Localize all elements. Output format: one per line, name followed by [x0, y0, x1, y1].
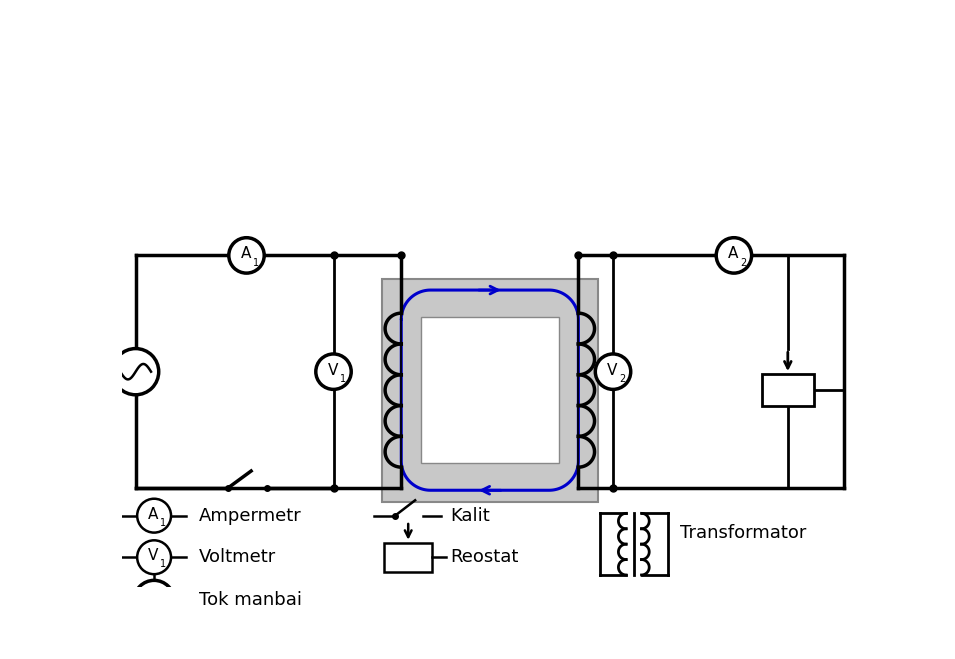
Text: 2: 2 — [740, 258, 746, 268]
Text: 1: 1 — [159, 559, 166, 569]
Circle shape — [595, 354, 630, 389]
Circle shape — [316, 354, 351, 389]
Text: A: A — [728, 246, 738, 262]
Bar — [384, 542, 432, 572]
Text: 1: 1 — [159, 518, 166, 528]
Circle shape — [716, 238, 752, 273]
Text: V: V — [328, 362, 338, 378]
Circle shape — [229, 238, 265, 273]
Bar — [762, 374, 814, 407]
Text: 1: 1 — [253, 258, 259, 268]
Text: 2: 2 — [619, 374, 626, 384]
Bar — [420, 317, 559, 463]
Circle shape — [134, 581, 174, 620]
Text: Voltmetr: Voltmetr — [199, 548, 276, 566]
Text: Transformator: Transformator — [680, 524, 806, 542]
Text: Ampermetr: Ampermetr — [199, 507, 302, 525]
Text: Reostat: Reostat — [451, 548, 519, 566]
Text: A: A — [148, 507, 159, 522]
Text: Tok manbai: Tok manbai — [199, 591, 302, 610]
Text: V: V — [607, 362, 618, 378]
Text: A: A — [241, 246, 251, 262]
Circle shape — [138, 499, 171, 532]
Text: V: V — [148, 548, 159, 563]
Circle shape — [138, 540, 171, 574]
Circle shape — [113, 349, 159, 395]
Text: Kalit: Kalit — [451, 507, 490, 525]
Bar — [382, 279, 598, 501]
Text: 1: 1 — [340, 374, 346, 384]
